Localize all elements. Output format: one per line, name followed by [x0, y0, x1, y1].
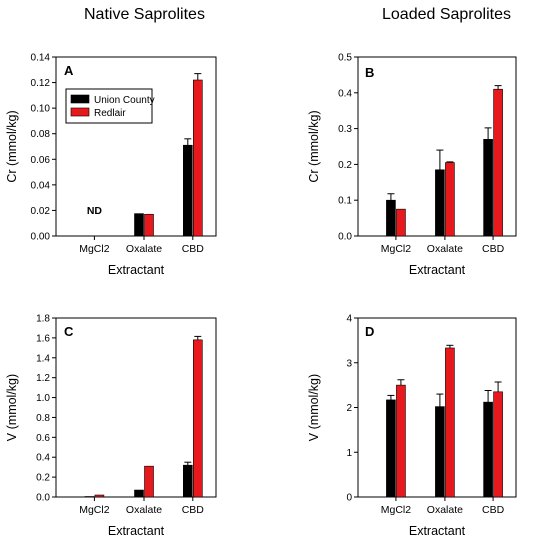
- panel-a-ytick-label: 0.04: [31, 180, 51, 191]
- panel-c-xtick-label: CBD: [182, 504, 205, 516]
- panel-d-ytick-label: 1: [346, 448, 352, 459]
- panel-d-ytick-label: 4: [346, 314, 352, 325]
- panel-a-ytick-label: 0.06: [31, 155, 51, 166]
- panel-b-bar-union-county: [386, 199, 396, 237]
- panel-c-xlabel: Extractant: [108, 524, 165, 538]
- panel-a-ytick-label: 0.10: [31, 104, 51, 115]
- panel-c-ylabel: V (mmol/kg): [5, 374, 19, 441]
- heading-loaded-saprolites: Loaded Saprolites: [382, 6, 511, 23]
- panel-a-ytick-label: 0.08: [31, 129, 51, 140]
- panel-d-bar-union-county: [386, 399, 396, 498]
- panel-b-label: B: [365, 65, 374, 80]
- heading-native-saprolites: Native Saprolites: [84, 6, 205, 23]
- panel-d-ytick-label: 3: [346, 358, 352, 369]
- panel-b-xtick-label: CBD: [482, 243, 505, 255]
- panel-d-label: D: [365, 324, 374, 339]
- panel-b-xlabel: Extractant: [409, 263, 466, 277]
- panel-c-ytick-label: 0.4: [36, 453, 50, 464]
- panel-a-ytick-label: 0.14: [31, 53, 51, 64]
- panel-b-ytick-label: 0.1: [338, 196, 352, 207]
- panel-a-bar-redlair: [144, 213, 154, 237]
- panel-d-ytick-label: 0: [346, 493, 352, 504]
- panel-a-xtick-label: MgCl2: [79, 243, 110, 255]
- panel-b-ytick-label: 0.3: [338, 124, 352, 135]
- panel-a-ytick-label: 0.02: [31, 206, 51, 217]
- panel-d-ylabel: V (mmol/kg): [307, 374, 321, 441]
- panel-b-bar-union-county: [483, 139, 493, 237]
- panel-c-bar-redlair: [144, 465, 154, 498]
- panel-c-bar-redlair: [94, 494, 105, 498]
- panel-d-bar-redlair: [445, 347, 455, 498]
- panel-b-ytick-label: 0.4: [338, 88, 352, 99]
- panel-a-ytick-label: 0.12: [31, 78, 51, 89]
- panel-a-ylabel: Cr (mmol/kg): [5, 110, 19, 182]
- panel-c-ytick-label: 0.2: [36, 473, 50, 484]
- panel-d-ytick-label: 2: [346, 403, 352, 414]
- panel-c-bar-union-county: [134, 489, 144, 498]
- panel-a-bar-union-county: [183, 144, 193, 237]
- panel-b-bar-redlair: [396, 208, 406, 237]
- panel-c-ytick-label: 1.4: [36, 353, 50, 364]
- legend-swatch-union-county: [70, 94, 90, 104]
- panel-a-xlabel: Extractant: [108, 263, 165, 277]
- panel-a-annotation-nd: ND: [87, 205, 103, 217]
- legend-label-union-county: Union County: [94, 95, 155, 106]
- panel-b-ytick-label: 0.2: [338, 160, 352, 171]
- panel-c-bar-union-county: [183, 464, 193, 498]
- panel-a-bar-redlair: [193, 79, 203, 237]
- legend-swatch-redlair: [70, 107, 90, 117]
- panel-c-label: C: [64, 324, 74, 339]
- panel-d-bar-union-county: [483, 401, 493, 498]
- panel-b-ytick-label: 0.5: [338, 53, 352, 64]
- panel-d-bar-redlair: [493, 391, 503, 498]
- panel-a-label: A: [64, 63, 74, 78]
- legend-box: [65, 88, 153, 124]
- panel-c-xtick-label: MgCl2: [79, 504, 110, 516]
- panel-a-bar-union-county: [134, 213, 144, 237]
- panel-a-xtick-label: Oxalate: [126, 243, 162, 255]
- panel-c-ytick-label: 1.6: [36, 333, 50, 344]
- panel-c-ytick-label: 1.2: [36, 373, 50, 384]
- panel-c-ytick-label: 1.0: [36, 393, 50, 404]
- panel-c-ytick-label: 0.0: [36, 493, 50, 504]
- panel-b-bar-redlair: [493, 88, 503, 237]
- legend-label-redlair: Redlair: [94, 108, 126, 119]
- panel-c-xtick-label: Oxalate: [126, 504, 162, 516]
- panel-d-xtick-label: Oxalate: [427, 504, 463, 516]
- panel-b-ytick-label: 0.0: [338, 232, 352, 243]
- panel-d-bar-union-county: [435, 406, 445, 498]
- panel-c-bar-redlair: [193, 339, 203, 498]
- panel-d-xtick-label: MgCl2: [381, 504, 412, 516]
- panel-a-xtick-label: CBD: [182, 243, 205, 255]
- panel-a-ytick-label: 0.00: [31, 232, 51, 243]
- panel-c-ytick-label: 1.8: [36, 314, 50, 325]
- panel-d-xtick-label: CBD: [482, 504, 505, 516]
- panel-c-ytick-label: 0.8: [36, 413, 50, 424]
- panel-b-bar-union-county: [435, 169, 445, 237]
- panel-d-bar-redlair: [396, 384, 406, 498]
- panel-d-xlabel: Extractant: [409, 524, 466, 538]
- panel-b-bar-redlair: [445, 162, 455, 237]
- panel-b-xtick-label: Oxalate: [427, 243, 463, 255]
- panel-c-ytick-label: 0.6: [36, 433, 50, 444]
- panel-b-ylabel: Cr (mmol/kg): [307, 110, 321, 182]
- panel-b-xtick-label: MgCl2: [381, 243, 412, 255]
